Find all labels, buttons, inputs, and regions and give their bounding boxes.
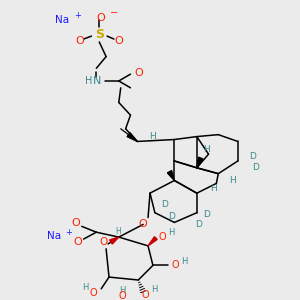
Polygon shape bbox=[197, 157, 203, 168]
Text: H: H bbox=[82, 283, 89, 292]
Text: H: H bbox=[210, 184, 217, 193]
Text: O: O bbox=[119, 291, 127, 300]
Polygon shape bbox=[110, 237, 119, 244]
Text: O: O bbox=[71, 218, 80, 228]
Text: O: O bbox=[114, 36, 123, 46]
Text: +: + bbox=[74, 11, 81, 20]
Text: Na: Na bbox=[55, 14, 69, 25]
Text: H: H bbox=[119, 286, 126, 295]
Text: N: N bbox=[93, 76, 101, 86]
Text: O: O bbox=[90, 288, 97, 298]
Text: O: O bbox=[139, 219, 148, 230]
Text: Na: Na bbox=[47, 231, 61, 241]
Text: H: H bbox=[85, 76, 92, 86]
Text: D: D bbox=[203, 210, 210, 219]
Text: D: D bbox=[195, 220, 202, 229]
Text: O: O bbox=[99, 237, 107, 247]
Text: O: O bbox=[97, 13, 106, 22]
Polygon shape bbox=[127, 133, 137, 142]
Text: H: H bbox=[168, 228, 175, 237]
Text: D: D bbox=[168, 212, 175, 221]
Text: O: O bbox=[75, 36, 84, 46]
Text: O: O bbox=[172, 260, 179, 270]
Text: O: O bbox=[159, 232, 166, 242]
Text: H: H bbox=[115, 227, 121, 236]
Text: D: D bbox=[161, 200, 168, 209]
Text: H: H bbox=[181, 257, 187, 266]
Text: −: − bbox=[110, 8, 118, 18]
Text: D: D bbox=[249, 152, 256, 160]
Text: H: H bbox=[151, 285, 157, 294]
Text: O: O bbox=[141, 290, 149, 300]
Text: H: H bbox=[203, 145, 210, 154]
Polygon shape bbox=[167, 170, 174, 181]
Text: H: H bbox=[150, 132, 156, 141]
Text: O: O bbox=[74, 237, 82, 247]
Polygon shape bbox=[148, 237, 157, 246]
Text: +: + bbox=[66, 228, 73, 237]
Text: H: H bbox=[230, 176, 236, 185]
Text: O: O bbox=[134, 68, 143, 78]
Text: D: D bbox=[252, 163, 259, 172]
Text: S: S bbox=[95, 28, 104, 40]
